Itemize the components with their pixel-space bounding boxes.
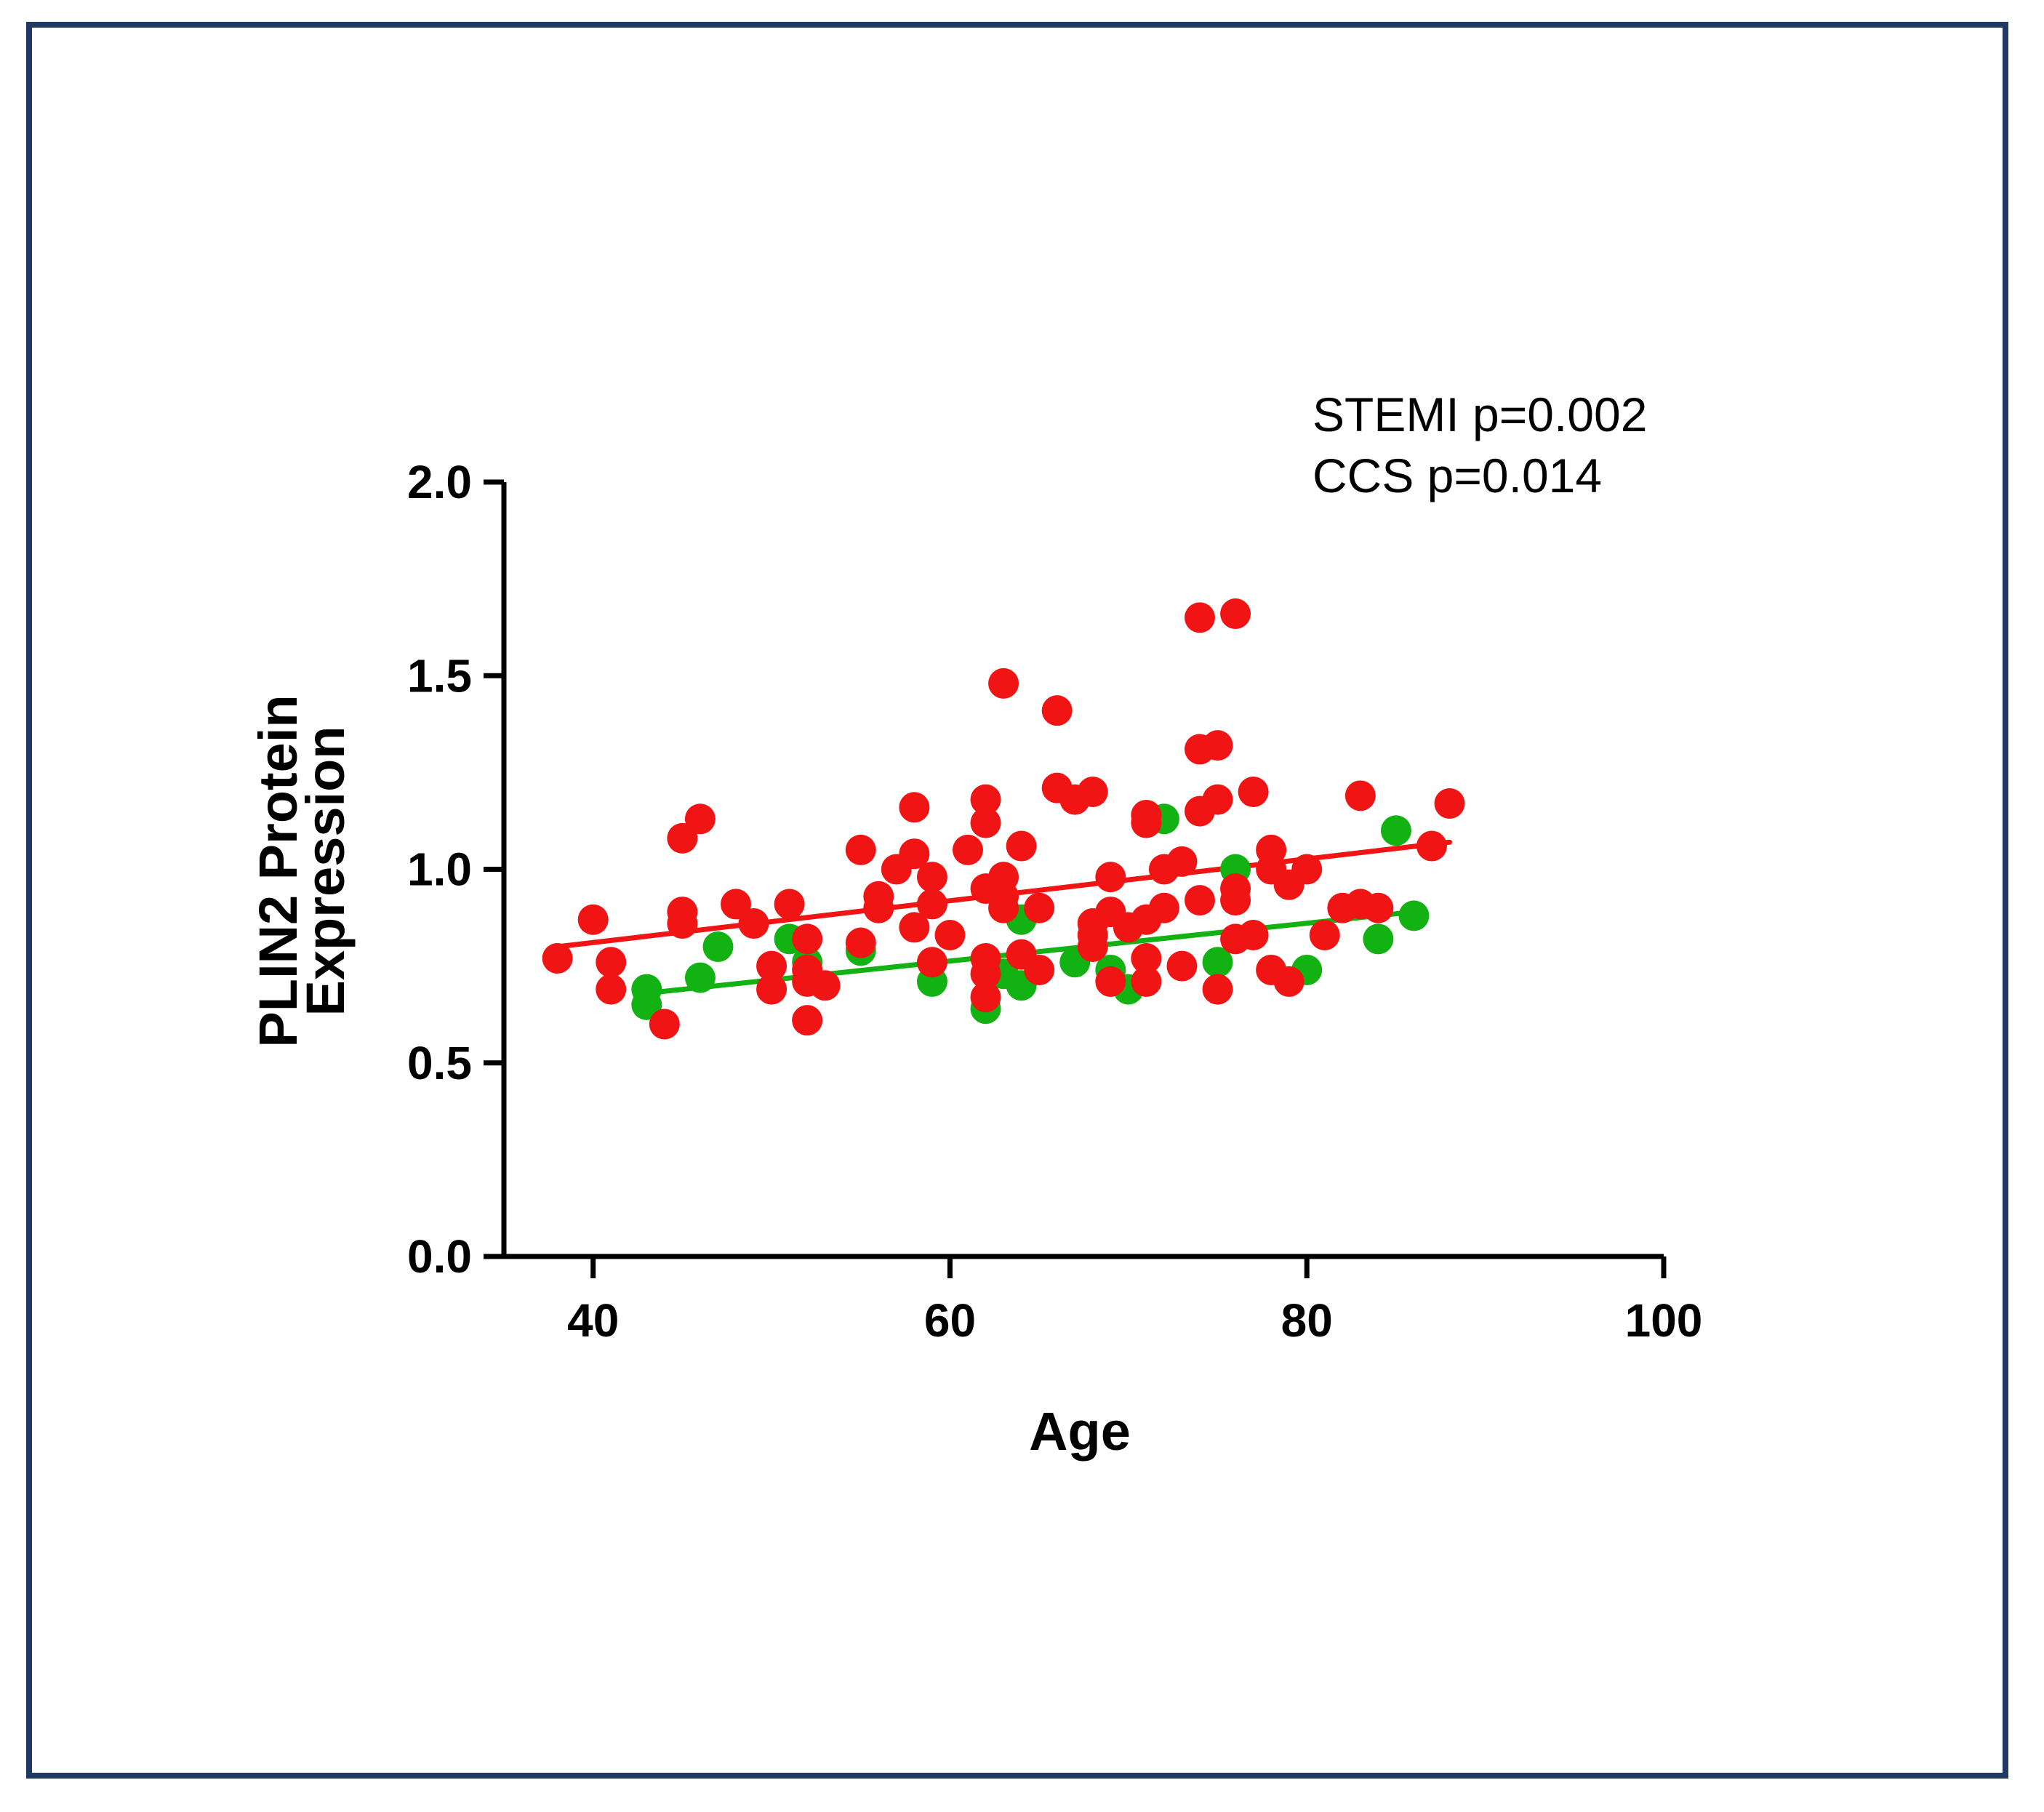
ccs-p-value-annotation: CCS p=0.014 [1312,449,1602,502]
stemi-data-point [988,892,1019,923]
stemi-data-point [1077,777,1108,807]
stemi-data-point [845,834,876,865]
stemi-data-point [1185,885,1215,916]
ccs-data-point [702,931,734,962]
stemi-data-point [1344,780,1376,811]
ccs-data-point [1363,923,1394,955]
stemi-data-point [792,1005,823,1036]
stemi-data-point [845,927,876,958]
y-axis-title-line-2: Expression [295,726,356,1017]
x-tick-label: 40 [567,1294,619,1347]
stemi-data-point [1202,730,1233,761]
ccs-data-point [684,962,716,993]
y-tick-label: 2.0 [407,456,472,508]
stemi-data-point [934,920,966,951]
stemi-data-point [988,668,1019,699]
stemi-data-point [1041,695,1073,726]
stemi-data-point [1202,974,1233,1005]
stemi-data-point [899,912,930,943]
stemi-data-point [1024,954,1055,985]
stemi-data-point [970,807,1001,838]
stemi-data-point [1095,966,1126,997]
y-tick-label: 1.5 [407,649,472,702]
stemi-data-point [1238,777,1269,807]
stemi-data-point [649,1009,680,1040]
x-tick-label: 60 [924,1294,976,1347]
stemi-data-point [774,889,805,920]
stemi-data-point [809,970,841,1001]
stemi-data-point [1166,950,1198,982]
stemi-data-point [1131,966,1162,997]
stemi-data-point [1434,787,1465,819]
stemi-data-point [1006,830,1037,862]
stemi-data-point [756,950,787,982]
stemi-data-point [738,908,769,939]
ccs-data-point [631,989,662,1020]
stemi-data-point [916,889,947,920]
stemi-data-point [1238,920,1269,951]
stemi-data-point [721,889,751,920]
x-tick-label: 80 [1281,1294,1333,1347]
x-tick-label: 100 [1625,1294,1703,1347]
stemi-data-point [1416,830,1447,862]
stemi-data-point [863,892,894,923]
y-tick-label: 1.0 [407,843,472,896]
stemi-data-point [542,942,573,974]
stemi-data-point [899,838,930,870]
tick-labels: 0.0 0.5 1.0 1.5 2.0 40 60 80 100 [407,456,1702,1347]
stemi-data-point [1220,598,1251,630]
stemi-data-point [970,958,1001,990]
tick-marks [484,479,1667,1278]
ccs-data-point [1398,900,1430,931]
y-tick-label: 0.5 [407,1037,472,1089]
stemi-data-point [1077,931,1108,962]
data-points [542,598,1465,1040]
x-axis-title: Age [1029,1401,1131,1462]
stemi-data-point [1220,885,1251,916]
ccs-data-point [1202,947,1233,978]
stemi-data-point [792,923,823,955]
stemi-data-point [953,834,983,865]
stemi-data-point [1131,942,1162,974]
y-tick-label: 0.0 [407,1230,472,1283]
stemi-data-point [577,904,609,935]
stemi-data-point [1148,892,1179,923]
stemi-data-point [1166,846,1198,877]
stemi-data-point [1202,784,1233,815]
stemi-data-point [667,822,698,854]
axes [501,482,1664,1259]
stemi-data-point [1024,892,1055,923]
stemi-data-point [596,947,627,978]
stemi-data-point [916,947,947,978]
stemi-data-point [667,908,698,939]
stemi-data-point [1363,892,1394,923]
stemi-data-point [970,982,1001,1013]
stemi-p-value-annotation: STEMI p=0.002 [1312,388,1647,441]
stemi-data-point [970,784,1001,815]
y-axis-title-line-1: PLIN2 Protein [248,694,308,1047]
stemi-data-point [899,792,930,823]
stemi-data-point [756,974,787,1005]
stemi-data-point [1095,862,1126,893]
stemi-data-point [1309,920,1340,951]
stemi-series [542,598,1465,1040]
ccs-data-point [1380,815,1411,846]
stemi-data-point [1131,807,1162,838]
stemi-data-point [596,974,627,1005]
stemi-data-point [684,803,716,835]
stemi-data-point [1185,602,1215,633]
stemi-data-point [916,862,947,893]
stemi-data-point [1273,966,1304,997]
stemi-data-point [1291,854,1323,885]
